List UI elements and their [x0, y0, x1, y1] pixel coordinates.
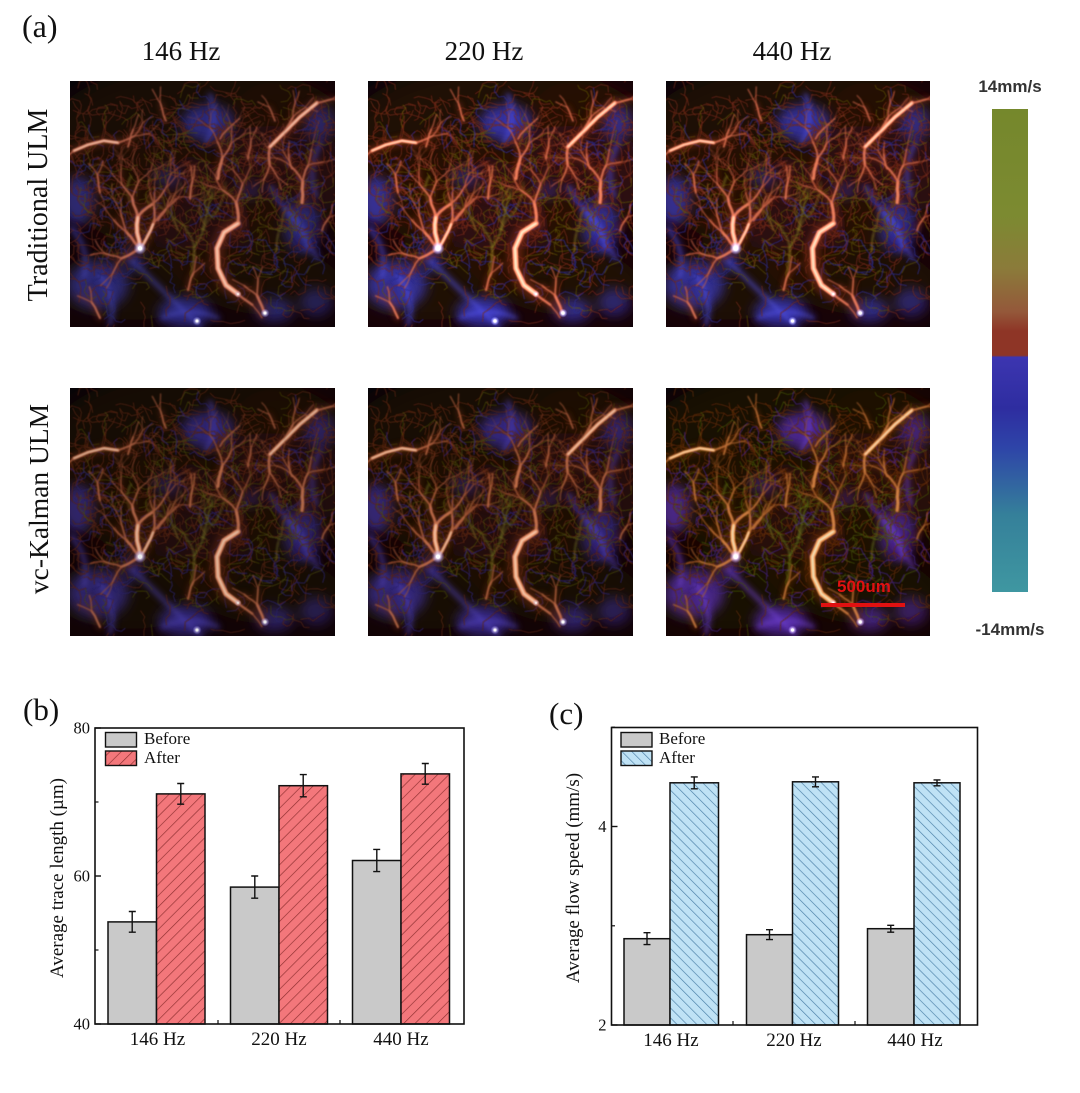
svg-text:Before: Before: [144, 729, 190, 748]
svg-text:220 Hz: 220 Hz: [766, 1030, 821, 1051]
svg-text:220 Hz: 220 Hz: [251, 1029, 306, 1050]
svg-text:After: After: [144, 748, 180, 767]
svg-text:2: 2: [598, 1016, 606, 1035]
svg-text:80: 80: [74, 719, 91, 738]
svg-text:440 Hz: 440 Hz: [887, 1030, 942, 1051]
svg-text:Average trace length (µm): Average trace length (µm): [47, 778, 68, 978]
svg-text:146 Hz: 146 Hz: [130, 1029, 185, 1050]
svg-text:Before: Before: [659, 729, 705, 748]
svg-text:40: 40: [74, 1015, 91, 1034]
svg-text:After: After: [659, 748, 695, 767]
svg-text:146 Hz: 146 Hz: [643, 1030, 698, 1051]
svg-text:Average flow speed (mm/s): Average flow speed (mm/s): [563, 773, 584, 983]
svg-text:440 Hz: 440 Hz: [373, 1029, 428, 1050]
svg-text:4: 4: [598, 817, 606, 836]
svg-text:60: 60: [74, 867, 91, 886]
